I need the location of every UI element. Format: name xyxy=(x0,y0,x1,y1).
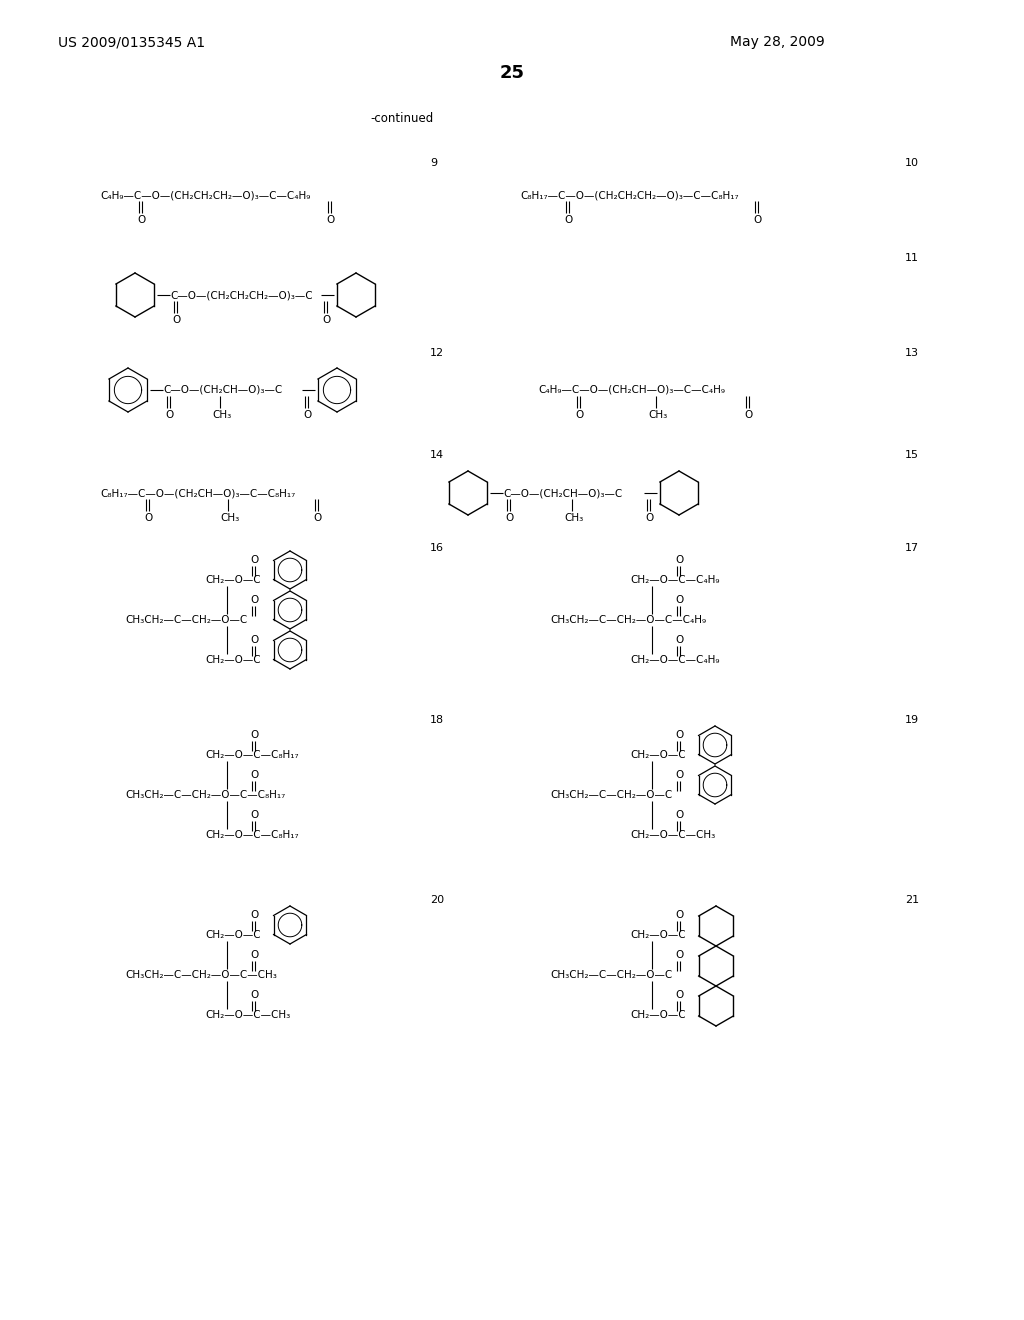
Text: CH₃CH₂—C—CH₂—O—C: CH₃CH₂—C—CH₂—O—C xyxy=(550,970,672,979)
Text: O: O xyxy=(322,315,331,325)
Text: CH₂—O—C: CH₂—O—C xyxy=(630,750,686,760)
Text: C₄H₉—C—O—(CH₂CH—O)₃—C—C₄H₉: C₄H₉—C—O—(CH₂CH—O)₃—C—C₄H₉ xyxy=(538,385,725,395)
Text: C₈H₁₇—C—O—(CH₂CH—O)₃—C—C₈H₁₇: C₈H₁₇—C—O—(CH₂CH—O)₃—C—C₈H₁₇ xyxy=(100,488,295,498)
Text: US 2009/0135345 A1: US 2009/0135345 A1 xyxy=(58,36,205,49)
Text: CH₃CH₂—C—CH₂—O—C—C₄H₉: CH₃CH₂—C—CH₂—O—C—C₄H₉ xyxy=(550,615,707,624)
Text: O: O xyxy=(250,554,258,565)
Text: May 28, 2009: May 28, 2009 xyxy=(730,36,824,49)
Text: O: O xyxy=(675,810,683,820)
Text: O: O xyxy=(675,770,683,780)
Text: O: O xyxy=(326,215,334,224)
Text: O: O xyxy=(505,513,513,523)
Text: O: O xyxy=(250,990,258,1001)
Text: -continued: -continued xyxy=(370,111,433,124)
Text: O: O xyxy=(645,513,653,523)
Text: 16: 16 xyxy=(430,543,444,553)
Text: CH₃: CH₃ xyxy=(212,411,231,420)
Text: CH₂—O—C: CH₂—O—C xyxy=(205,576,261,585)
Text: CH₂—O—C—C₄H₉: CH₂—O—C—C₄H₉ xyxy=(630,576,720,585)
Text: CH₂—O—C—C₈H₁₇: CH₂—O—C—C₈H₁₇ xyxy=(205,750,299,760)
Text: O: O xyxy=(144,513,153,523)
Text: CH₂—O—C: CH₂—O—C xyxy=(205,655,261,665)
Text: O: O xyxy=(675,595,683,605)
Text: O: O xyxy=(753,215,761,224)
Text: O: O xyxy=(250,909,258,920)
Text: 18: 18 xyxy=(430,715,444,725)
Text: CH₂—O—C—C₈H₁₇: CH₂—O—C—C₈H₁₇ xyxy=(205,830,299,840)
Text: CH₂—O—C—CH₃: CH₂—O—C—CH₃ xyxy=(205,1010,290,1020)
Text: 17: 17 xyxy=(905,543,920,553)
Text: O: O xyxy=(675,950,683,960)
Text: O: O xyxy=(172,315,180,325)
Text: O: O xyxy=(675,635,683,645)
Text: O: O xyxy=(165,411,173,420)
Text: 13: 13 xyxy=(905,348,919,358)
Text: 11: 11 xyxy=(905,253,919,263)
Text: CH₂—O—C: CH₂—O—C xyxy=(630,931,686,940)
Text: 9: 9 xyxy=(430,158,437,168)
Text: 14: 14 xyxy=(430,450,444,459)
Text: 20: 20 xyxy=(430,895,444,906)
Text: C₈H₁₇—C—O—(CH₂CH₂CH₂—O)₃—C—C₈H₁₇: C₈H₁₇—C—O—(CH₂CH₂CH₂—O)₃—C—C₈H₁₇ xyxy=(520,190,738,201)
Text: C₄H₉—C—O—(CH₂CH₂CH₂—O)₃—C—C₄H₉: C₄H₉—C—O—(CH₂CH₂CH₂—O)₃—C—C₄H₉ xyxy=(100,190,310,201)
Text: O: O xyxy=(564,215,572,224)
Text: O: O xyxy=(250,730,258,741)
Text: 25: 25 xyxy=(500,63,524,82)
Text: CH₂—O—C: CH₂—O—C xyxy=(630,1010,686,1020)
Text: O: O xyxy=(675,554,683,565)
Text: 12: 12 xyxy=(430,348,444,358)
Text: O: O xyxy=(675,990,683,1001)
Text: O: O xyxy=(675,730,683,741)
Text: O: O xyxy=(250,950,258,960)
Text: C—O—(CH₂CH—O)₃—C: C—O—(CH₂CH—O)₃—C xyxy=(163,385,283,395)
Text: O: O xyxy=(137,215,145,224)
Text: O: O xyxy=(313,513,322,523)
Text: O: O xyxy=(250,635,258,645)
Text: 21: 21 xyxy=(905,895,920,906)
Text: O: O xyxy=(250,770,258,780)
Text: CH₃CH₂—C—CH₂—O—C—C₈H₁₇: CH₃CH₂—C—CH₂—O—C—C₈H₁₇ xyxy=(125,789,286,800)
Text: O: O xyxy=(575,411,584,420)
Text: CH₃: CH₃ xyxy=(648,411,668,420)
Text: O: O xyxy=(250,595,258,605)
Text: CH₃CH₂—C—CH₂—O—C: CH₃CH₂—C—CH₂—O—C xyxy=(125,615,247,624)
Text: O: O xyxy=(250,810,258,820)
Text: CH₂—O—C: CH₂—O—C xyxy=(205,931,261,940)
Text: 10: 10 xyxy=(905,158,919,168)
Text: 15: 15 xyxy=(905,450,919,459)
Text: CH₃: CH₃ xyxy=(220,513,240,523)
Text: CH₃CH₂—C—CH₂—O—C: CH₃CH₂—C—CH₂—O—C xyxy=(550,789,672,800)
Text: CH₂—O—C—C₄H₉: CH₂—O—C—C₄H₉ xyxy=(630,655,720,665)
Text: O: O xyxy=(303,411,311,420)
Text: CH₂—O—C—CH₃: CH₂—O—C—CH₃ xyxy=(630,830,715,840)
Text: CH₃: CH₃ xyxy=(564,513,584,523)
Text: C—O—(CH₂CH—O)₃—C: C—O—(CH₂CH—O)₃—C xyxy=(503,488,623,498)
Text: O: O xyxy=(744,411,753,420)
Text: 19: 19 xyxy=(905,715,920,725)
Text: O: O xyxy=(675,909,683,920)
Text: CH₃CH₂—C—CH₂—O—C—CH₃: CH₃CH₂—C—CH₂—O—C—CH₃ xyxy=(125,970,276,979)
Text: C—O—(CH₂CH₂CH₂—O)₃—C: C—O—(CH₂CH₂CH₂—O)₃—C xyxy=(170,290,312,300)
